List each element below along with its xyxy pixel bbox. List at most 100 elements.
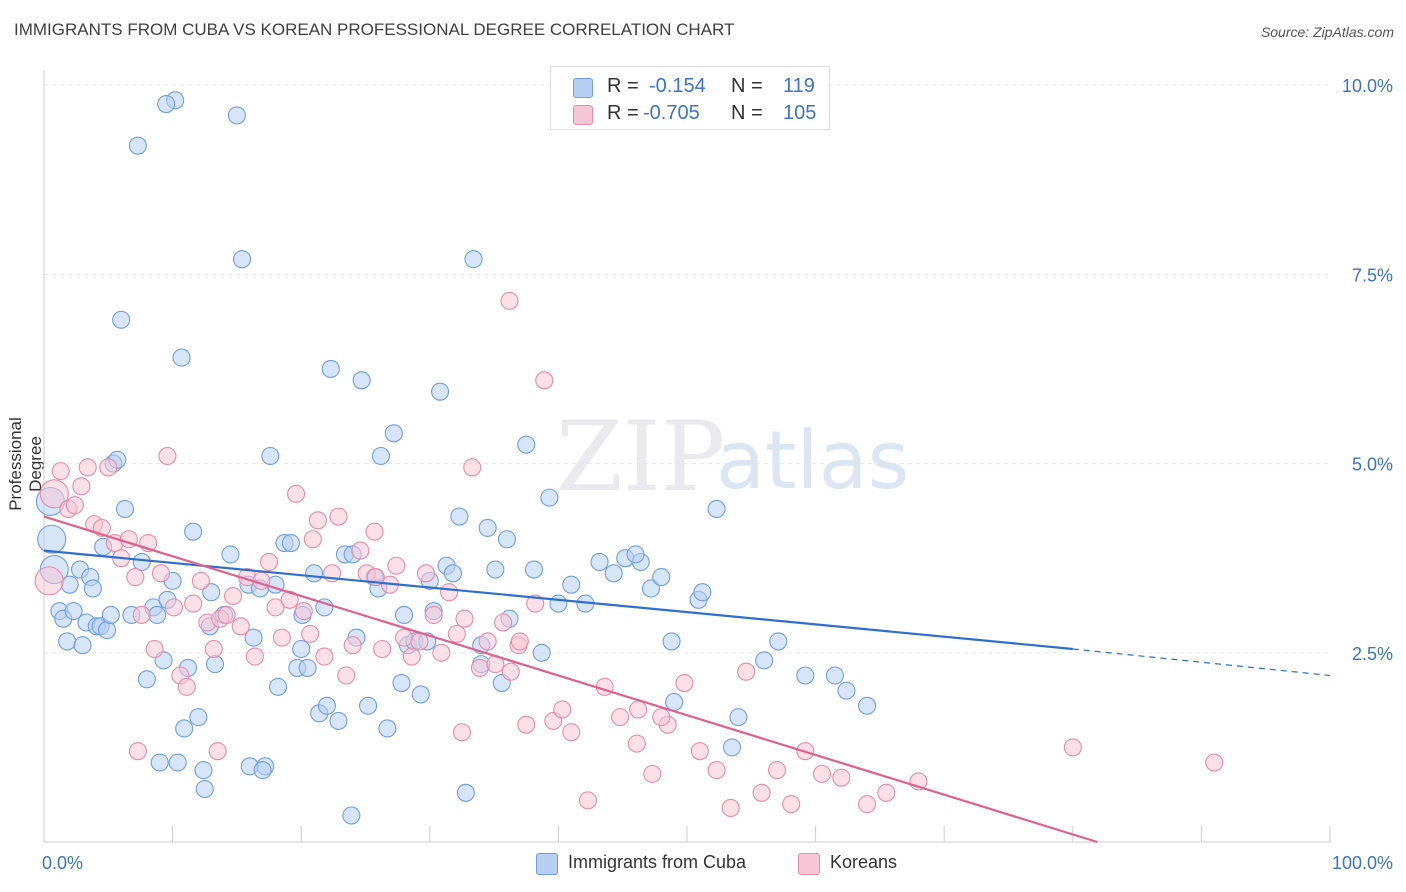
- korean-point: [707, 761, 726, 780]
- cuba-point: [137, 670, 156, 689]
- cuba-point: [524, 560, 544, 579]
- korean-point: [308, 511, 327, 530]
- cuba-point: [150, 753, 169, 772]
- korean-point: [128, 742, 147, 761]
- cuba-point: [392, 674, 411, 693]
- cuba-point: [604, 564, 623, 583]
- cuba-point: [321, 359, 340, 379]
- cuba-point: [97, 621, 117, 640]
- korean-point: [440, 583, 459, 602]
- korean-point: [629, 700, 648, 719]
- korean-point: [455, 609, 474, 628]
- cuba-point: [540, 488, 559, 507]
- korean-point: [526, 594, 545, 613]
- x-tick-label-min: 0.0%: [42, 853, 83, 873]
- cuba-point: [693, 583, 712, 602]
- korean-point: [259, 552, 279, 572]
- korean-point: [151, 564, 171, 583]
- cuba-point: [195, 779, 214, 799]
- korean-point: [329, 507, 348, 526]
- korean-point: [208, 742, 227, 761]
- korean-point: [535, 371, 554, 390]
- korean-point: [447, 624, 466, 643]
- korean-point: [452, 723, 472, 742]
- korean-point: [652, 708, 671, 727]
- y-tick-label: 5.0%: [1352, 455, 1393, 475]
- korean-point: [553, 700, 572, 719]
- korean-point: [204, 639, 223, 659]
- korean-point: [177, 677, 196, 696]
- korean-point: [767, 761, 787, 780]
- legend-n-value: 119: [783, 75, 815, 97]
- cuba-point: [431, 382, 450, 401]
- legend-swatch-koreans: [573, 105, 593, 125]
- bottom-swatch-koreans: [798, 853, 820, 875]
- korean-point: [365, 522, 384, 541]
- cuba-point: [342, 806, 361, 825]
- korean-point: [812, 764, 832, 783]
- cuba-point: [317, 696, 336, 715]
- cuba-point: [73, 636, 92, 655]
- korean-point: [65, 496, 84, 515]
- cuba-point: [352, 371, 371, 390]
- cuba-point: [189, 708, 208, 727]
- korean-point: [690, 742, 709, 761]
- korean-point: [832, 768, 851, 787]
- korean-point: [78, 458, 97, 477]
- cuba-point: [359, 696, 378, 715]
- cuba-point: [172, 348, 191, 367]
- legend-n-label: N =: [731, 75, 763, 97]
- korean-point: [223, 586, 243, 606]
- korean-point: [337, 666, 356, 685]
- korean-point: [231, 617, 250, 636]
- cuba-point: [662, 632, 681, 651]
- korean-point: [315, 647, 334, 666]
- cuba-point: [232, 250, 252, 269]
- cuba-point: [665, 692, 684, 712]
- korean-point: [145, 639, 164, 659]
- korean-point: [266, 598, 285, 617]
- cuba-point: [194, 761, 213, 780]
- korean-point: [126, 568, 145, 587]
- korean-point: [191, 571, 210, 590]
- cuba-point: [205, 655, 225, 674]
- korean-point: [782, 795, 801, 814]
- x-tick-label-max: 100.0%: [1332, 853, 1393, 873]
- cuba-point: [641, 579, 661, 598]
- cuba-point: [128, 136, 147, 155]
- bottom-swatch-cuba: [536, 853, 558, 875]
- cuba-point: [221, 545, 240, 564]
- korean-point: [1205, 753, 1224, 772]
- cuba-point: [168, 753, 187, 772]
- korean-point: [562, 723, 581, 742]
- korean-point: [627, 734, 646, 753]
- korean-point: [877, 783, 896, 802]
- korean-point: [432, 643, 451, 662]
- watermark-zip: ZIP: [556, 401, 725, 513]
- cuba-point: [549, 594, 568, 613]
- cuba-point: [456, 783, 475, 802]
- chart-source: Source: ZipAtlas.com: [1260, 24, 1394, 40]
- korean-point: [578, 791, 598, 810]
- bottom-legend-label: Koreans: [830, 852, 898, 872]
- cuba-point: [837, 681, 856, 700]
- korean-point: [287, 484, 306, 503]
- y-tick-label: 7.5%: [1352, 265, 1393, 285]
- korean-point: [158, 446, 177, 466]
- watermark-atlas: atlas: [716, 414, 909, 507]
- korean-point: [132, 605, 151, 624]
- correlation-legend: R = -0.154 N = 119 R = -0.705 N = 105: [550, 66, 830, 130]
- korean-point: [500, 291, 519, 310]
- korean-point: [294, 602, 313, 621]
- korean-point: [99, 458, 118, 477]
- cuba-point: [796, 666, 815, 685]
- korean-point: [478, 632, 497, 651]
- cuba-point: [101, 605, 120, 624]
- korean-point: [752, 783, 771, 802]
- cuba-point: [722, 738, 742, 757]
- korean-point: [416, 564, 435, 583]
- cuba-point: [202, 583, 221, 602]
- cuba-point: [825, 666, 844, 685]
- cuba-point: [769, 632, 788, 651]
